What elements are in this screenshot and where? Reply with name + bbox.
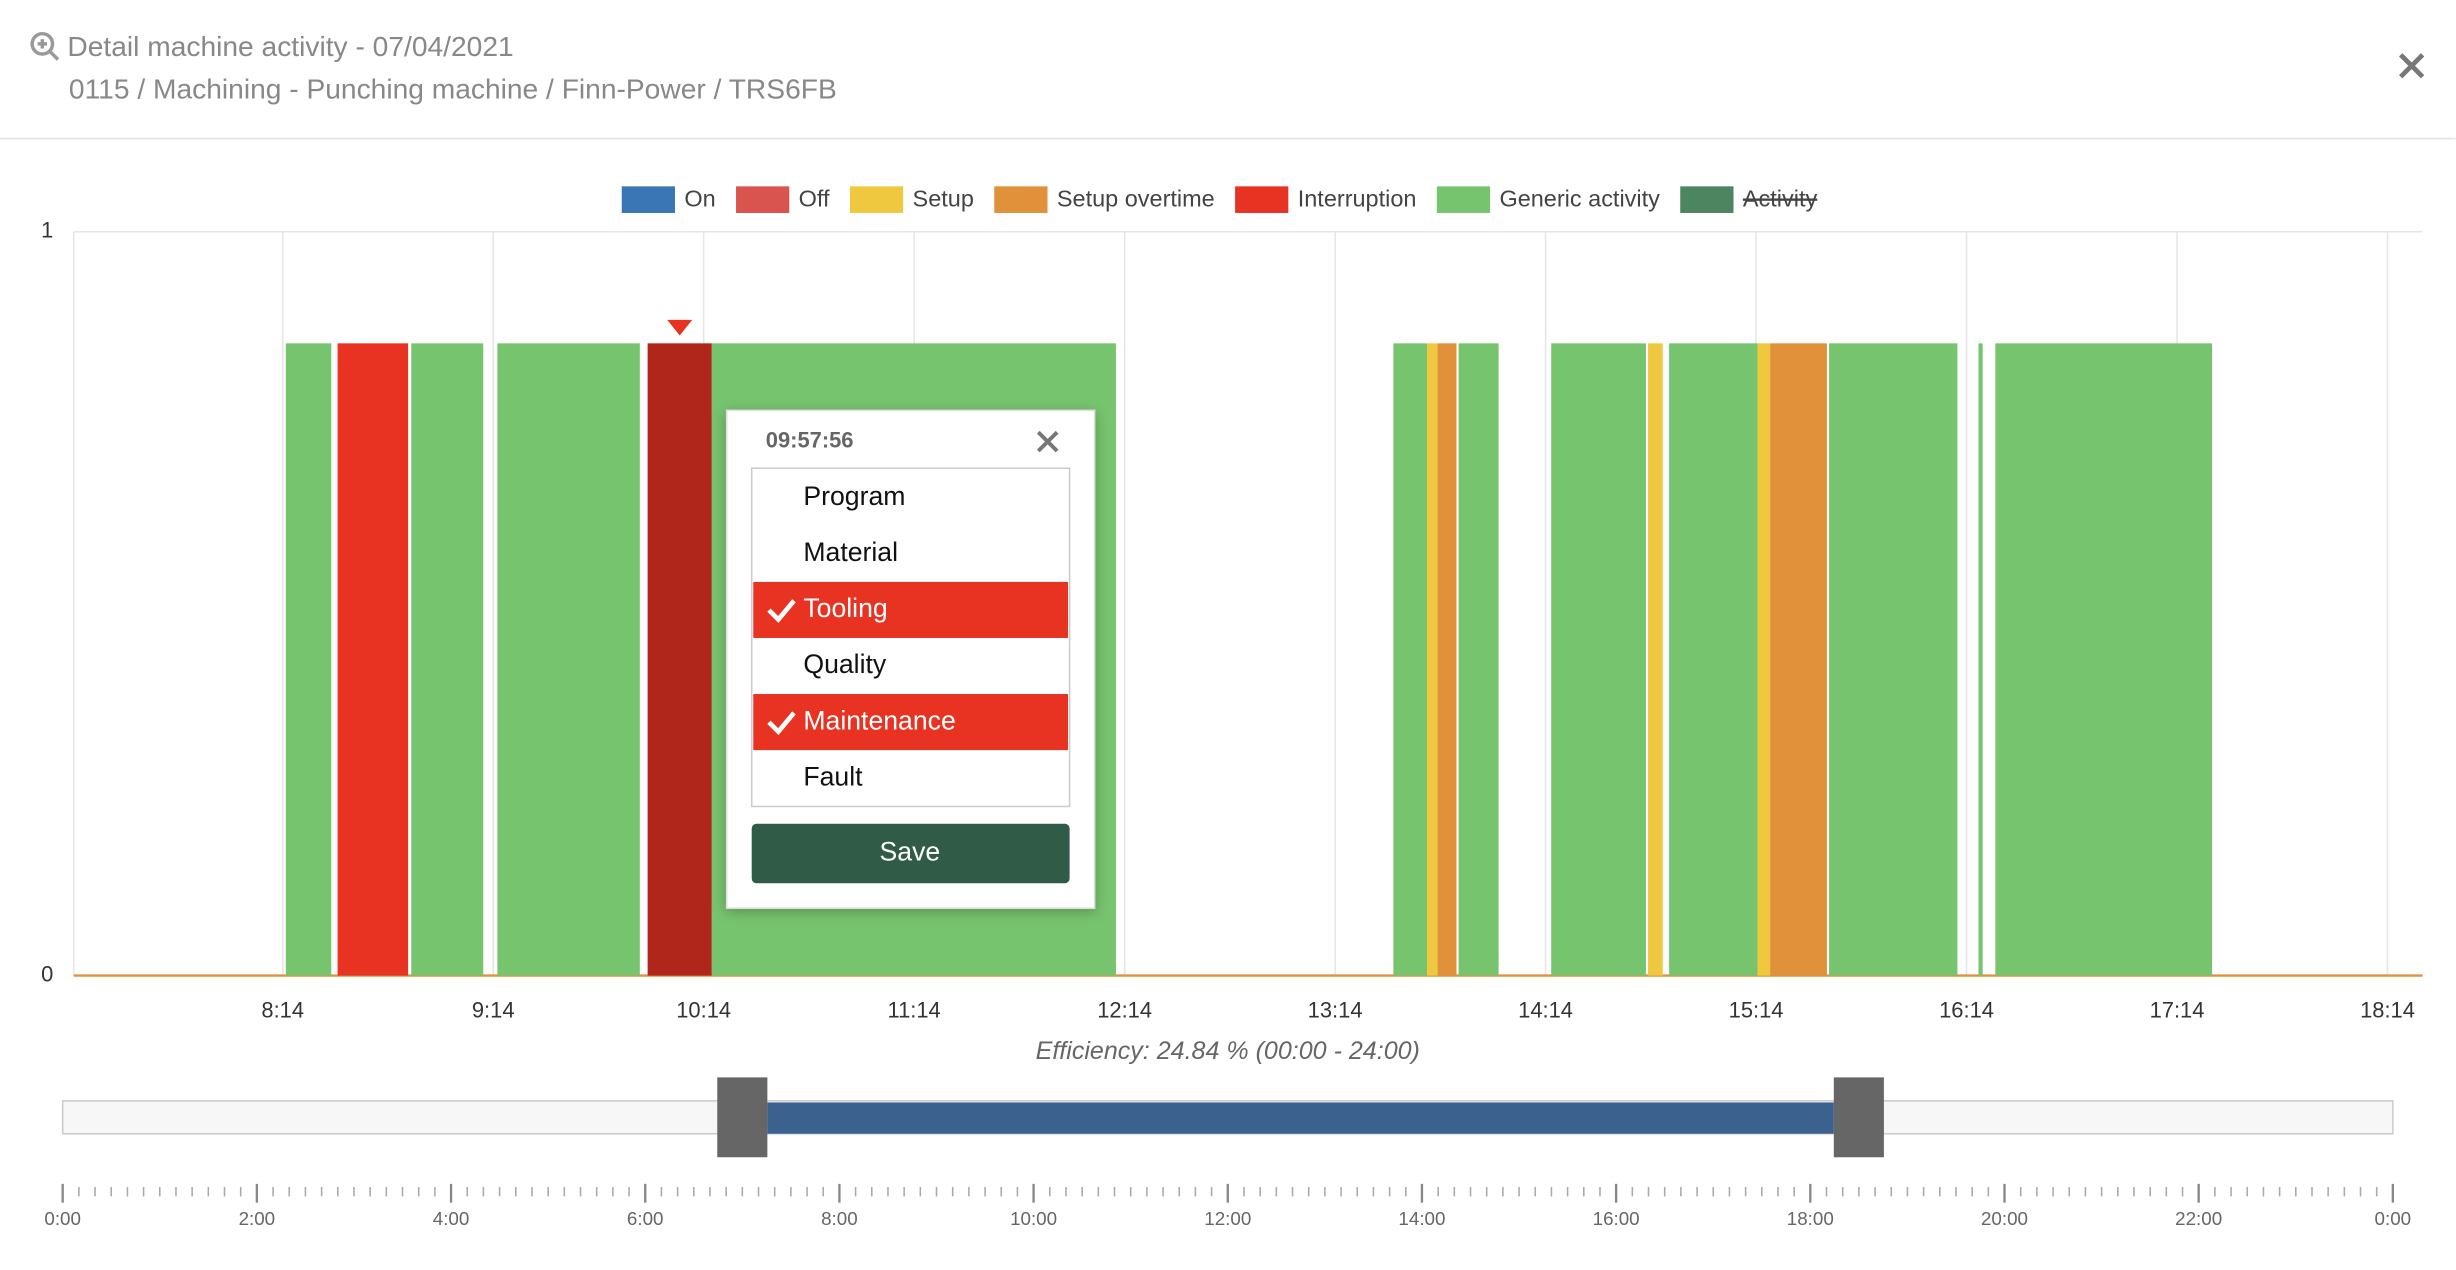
y-tick-label: 1 <box>41 218 53 243</box>
option-label[interactable]: Maintenance <box>803 705 955 735</box>
legend-swatch[interactable] <box>1680 186 1734 213</box>
activity-bar[interactable] <box>1427 343 1438 976</box>
legend-swatch[interactable] <box>1436 186 1491 213</box>
option-label[interactable]: Fault <box>803 761 863 791</box>
y-tick-label: 0 <box>41 961 53 986</box>
navigator-handle[interactable] <box>717 1077 768 1158</box>
nav-tick-label: 2:00 <box>239 1208 276 1229</box>
activity-bar[interactable] <box>647 343 712 976</box>
zoom-icon <box>30 31 60 61</box>
close-stroke <box>1036 430 1059 453</box>
activity-bar[interactable] <box>1995 343 2213 976</box>
nav-tick-label: 4:00 <box>433 1208 470 1229</box>
activity-bar[interactable] <box>1648 343 1663 976</box>
selection-marker <box>667 319 693 336</box>
legend-swatch[interactable] <box>621 186 675 213</box>
nav-tick-label: 0:00 <box>2375 1208 2412 1229</box>
close-button[interactable] <box>2399 53 2425 79</box>
activity-bar[interactable] <box>1669 343 1758 976</box>
popup-time: 09:57:56 <box>766 427 854 452</box>
activity-bar[interactable] <box>497 343 640 976</box>
option-label[interactable]: Quality <box>803 649 887 679</box>
x-tick-label: 8:14 <box>261 997 304 1022</box>
x-tick-label: 10:14 <box>676 997 731 1022</box>
option-label[interactable]: Material <box>803 537 898 567</box>
nav-tick-label: 10:00 <box>1010 1208 1057 1229</box>
navigator-window <box>767 1102 1834 1134</box>
legend-label[interactable]: Activity <box>1743 186 1818 212</box>
legend-label[interactable]: Interruption <box>1298 186 1417 212</box>
efficiency: Efficiency: 24.84 % (00:00 - 24:00) <box>1036 1037 1420 1065</box>
legend-label[interactable]: Off <box>799 186 830 212</box>
legend-label[interactable]: Setup overtime <box>1057 186 1215 212</box>
legend-swatch[interactable] <box>994 186 1048 213</box>
x-tick-label: 9:14 <box>472 997 515 1022</box>
save-button[interactable] <box>751 823 1070 884</box>
option-label[interactable]: Tooling <box>803 593 887 623</box>
x-tick-label: 15:14 <box>1729 997 1784 1022</box>
navigator-handle[interactable] <box>1833 1077 1884 1158</box>
legend-label[interactable]: On <box>684 186 715 212</box>
activity-bar[interactable] <box>1437 343 1457 976</box>
popup-close[interactable] <box>1036 430 1059 453</box>
option-selected[interactable] <box>753 581 1069 638</box>
legend-label[interactable]: Setup <box>913 186 974 212</box>
subtitle: 0115 / Machining - Punching machine / Fi… <box>69 72 837 104</box>
activity-bar[interactable] <box>1978 343 1983 976</box>
check-icon <box>767 599 796 623</box>
nav-tick-label: 16:00 <box>1593 1208 1640 1229</box>
nav-tick-label: 8:00 <box>821 1208 858 1229</box>
activity-bar[interactable] <box>1393 343 1428 976</box>
activity-bar[interactable] <box>1458 343 1499 976</box>
legend-label[interactable]: Generic activity <box>1499 186 1660 212</box>
nav-tick-label: 14:00 <box>1398 1208 1445 1229</box>
activity-bar[interactable] <box>411 343 484 976</box>
activity-bar[interactable] <box>337 343 409 976</box>
legend-swatch[interactable] <box>849 186 904 213</box>
x-tick-label: 18:14 <box>2360 997 2415 1022</box>
option-label[interactable]: Program <box>803 481 905 511</box>
nav-tick-label: 0:00 <box>44 1208 81 1229</box>
activity-bar[interactable] <box>1757 343 1771 976</box>
check-icon <box>767 711 796 736</box>
nav-tick-label: 12:00 <box>1204 1208 1251 1229</box>
x-tick-label: 13:14 <box>1308 997 1363 1022</box>
nav-tick-label: 20:00 <box>1981 1208 2028 1229</box>
nav-tick-label: 18:00 <box>1787 1208 1834 1229</box>
nav-tick-label: 6:00 <box>627 1208 664 1229</box>
x-tick-label: 16:14 <box>1939 997 1994 1022</box>
x-tick-label: 12:14 <box>1097 997 1152 1022</box>
activity-bar[interactable] <box>1829 343 1958 976</box>
x-tick-label: 11:14 <box>888 997 941 1022</box>
legend-swatch[interactable] <box>1235 186 1289 213</box>
x-tick-label: 14:14 <box>1518 997 1573 1022</box>
activity-bar[interactable] <box>285 343 332 976</box>
option-selected[interactable] <box>753 694 1069 751</box>
popup: 09:57:56 Program Material Tooling Quality Mai… <box>725 409 1096 910</box>
x-tick-label: 17:14 <box>2150 997 2205 1022</box>
activity-bar[interactable] <box>1770 343 1827 976</box>
title: Detail machine activity - 07/04/2021 <box>67 30 513 62</box>
legend-swatch[interactable] <box>736 186 790 213</box>
nav-tick-label: 22:00 <box>2175 1208 2222 1229</box>
activity-bar[interactable] <box>1551 343 1646 976</box>
save-label[interactable]: Save <box>880 836 941 866</box>
